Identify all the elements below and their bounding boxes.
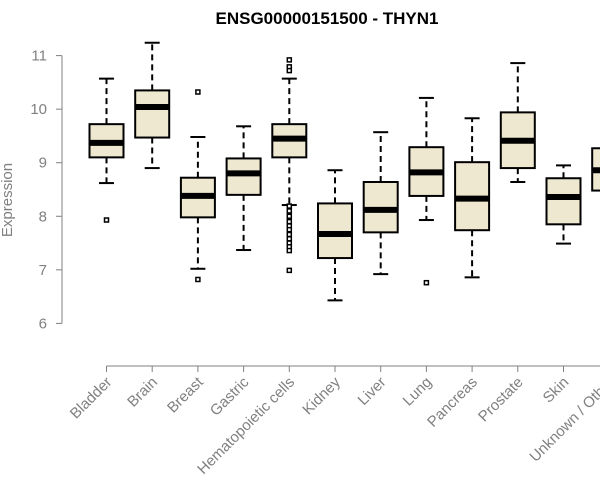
box-liver	[362, 131, 399, 276]
box-brain	[134, 41, 171, 170]
box-prostate	[499, 62, 536, 184]
y-tick-label: 8	[39, 208, 47, 225]
x-tick-label: Bladder	[67, 374, 116, 423]
x-tick-label: Gastric	[207, 373, 253, 419]
x-tick-label: Lung	[400, 374, 436, 410]
x-tick-label: Pancreas	[424, 374, 481, 431]
box-iqr	[225, 157, 262, 196]
x-tick-label: Kidney	[299, 373, 344, 418]
x-tick-label: Breast	[164, 373, 207, 416]
box-bladder	[88, 77, 125, 223]
box-hematopoietic-cells	[271, 57, 308, 274]
box-gastric	[225, 125, 262, 252]
outlier-point	[423, 279, 430, 286]
outlier-point	[286, 236, 293, 242]
box-lung	[408, 96, 445, 286]
x-tick-label: Brain	[124, 374, 161, 411]
x-tick-label: Prostate	[475, 374, 527, 426]
x-tick-label: Liver	[355, 374, 390, 409]
outlier-point	[286, 267, 293, 274]
outlier-point	[286, 203, 293, 209]
box-iqr	[545, 177, 582, 226]
y-tick-label: 6	[39, 315, 47, 332]
box-iqr	[317, 202, 353, 260]
chart-title: ENSG00000151500 - THYN1	[215, 9, 438, 28]
outlier-point	[286, 231, 293, 238]
box-iqr	[134, 89, 171, 139]
box-unknown-other	[591, 147, 600, 192]
box-breast	[179, 89, 216, 283]
y-tick-label: 7	[39, 262, 47, 279]
outlier-point	[286, 213, 293, 220]
y-tick-label: 10	[30, 101, 47, 118]
y-tick-label: 9	[39, 155, 47, 172]
y-axis-label: Expression	[0, 163, 16, 237]
box-pancreas	[454, 117, 491, 279]
outlier-point	[195, 276, 201, 283]
y-axis: 6 7 8 9 10 11	[30, 48, 63, 332]
outlier-point	[286, 226, 293, 233]
outlier-point	[286, 247, 293, 254]
outlier-point	[286, 57, 293, 63]
box-skin	[545, 164, 582, 245]
outlier-point	[286, 218, 293, 225]
outlier-point	[195, 89, 201, 95]
outlier-point	[286, 67, 293, 74]
x-tick-label: Skin	[540, 374, 573, 407]
box-kidney	[317, 169, 353, 302]
outlier-point	[103, 217, 110, 223]
boxes-group	[88, 41, 600, 302]
outlier-point	[286, 208, 293, 214]
y-tick-label: 11	[31, 48, 47, 65]
